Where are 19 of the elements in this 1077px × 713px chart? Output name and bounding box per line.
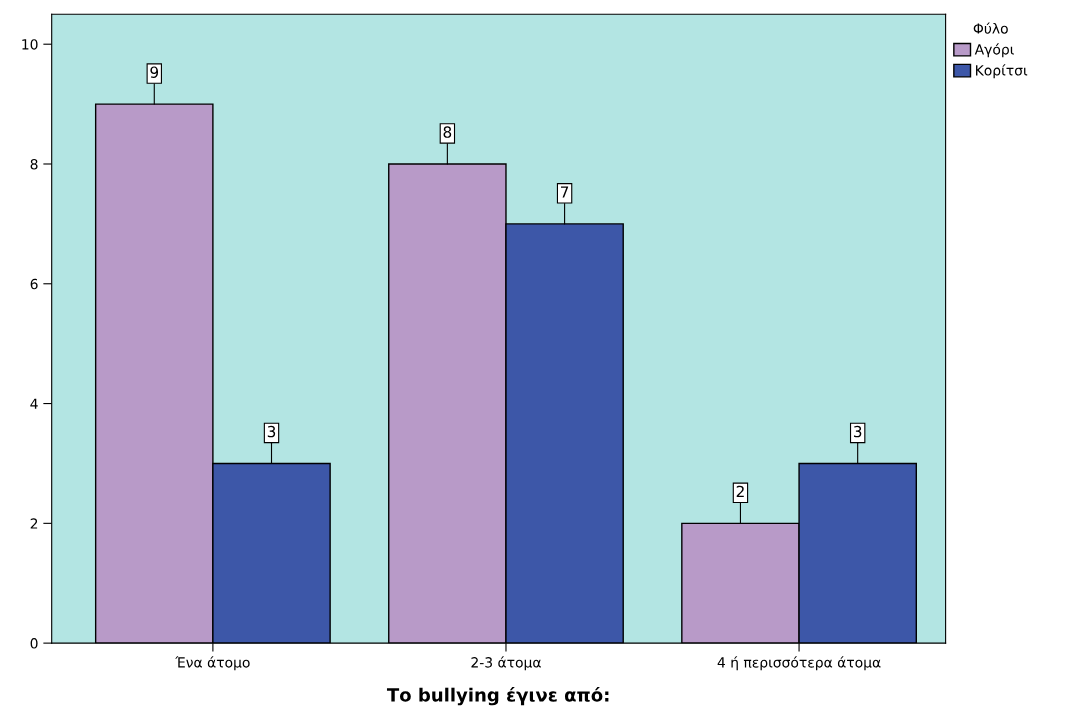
data-label: 3 — [267, 425, 276, 438]
data-label: 9 — [150, 66, 159, 78]
legend-title: Φύλο — [973, 22, 1008, 34]
data-label: 3 — [853, 425, 862, 438]
x-tick-label: 2-3 άτομα — [471, 656, 541, 671]
data-label: 7 — [560, 186, 569, 198]
x-axis-title: Το bullying έγινε από: — [386, 686, 609, 706]
y-tick-label: 8 — [30, 158, 38, 170]
data-label: 2 — [736, 485, 744, 497]
y-tick-label: 4 — [30, 398, 38, 409]
x-tick-label: 4 ή περισσότερα άτομα — [717, 656, 881, 671]
y-tick-label: 0 — [30, 638, 38, 649]
y-tick-label: 10 — [22, 39, 38, 50]
legend-label: Κορίτσι — [976, 64, 1028, 79]
data-label: 8 — [443, 126, 452, 138]
x-tick-label: Ένα άτομο — [175, 656, 250, 671]
legend-label: Αγόρι — [974, 43, 1014, 58]
y-tick-label: 6 — [30, 278, 38, 290]
y-tick-label: 2 — [30, 518, 38, 529]
